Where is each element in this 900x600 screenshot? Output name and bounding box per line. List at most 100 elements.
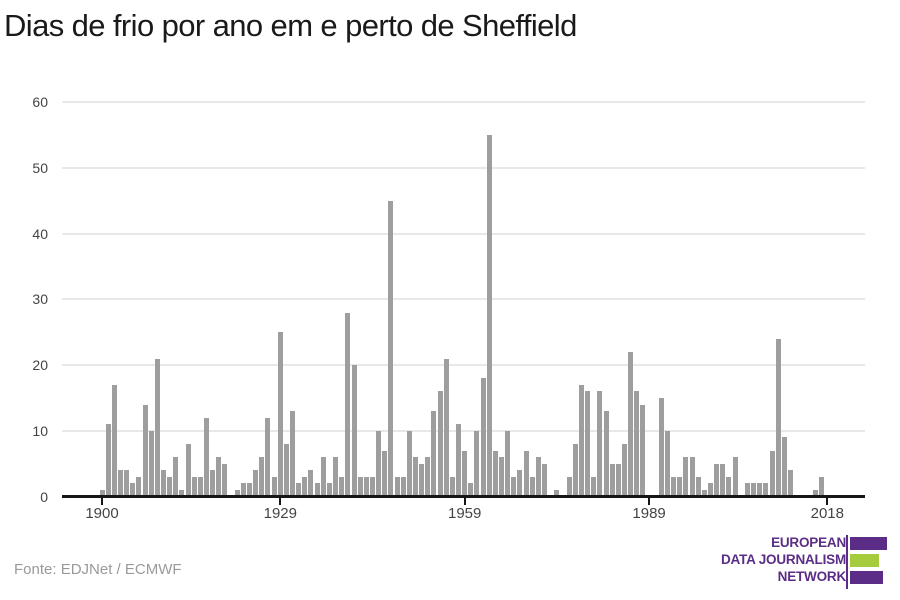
bar-1980[interactable]	[591, 476, 597, 495]
bar-1920[interactable]	[222, 463, 228, 495]
bar-1928[interactable]	[271, 476, 277, 495]
bar-1942[interactable]	[357, 476, 363, 495]
bar-1902[interactable]	[111, 384, 117, 495]
bar-1903[interactable]	[117, 470, 123, 495]
bar-1964[interactable]	[492, 450, 498, 495]
bar-1924[interactable]	[247, 483, 253, 495]
bar-1948[interactable]	[394, 476, 400, 495]
bar-1915[interactable]	[191, 476, 197, 495]
bar-1946[interactable]	[382, 450, 388, 495]
bar-1981[interactable]	[597, 391, 603, 495]
bar-1935[interactable]	[314, 483, 320, 495]
bar-1957[interactable]	[449, 476, 455, 495]
bar-1926[interactable]	[259, 457, 265, 495]
bar-2008[interactable]	[763, 483, 769, 495]
bar-1933[interactable]	[302, 476, 308, 495]
bar-1991[interactable]	[658, 397, 664, 495]
bar-1949[interactable]	[400, 476, 406, 495]
bar-1911[interactable]	[167, 476, 173, 495]
bar-1952[interactable]	[419, 463, 425, 495]
bar-1908[interactable]	[148, 430, 154, 495]
bar-2016[interactable]	[812, 489, 818, 495]
bar-1959[interactable]	[462, 450, 468, 495]
bar-1999[interactable]	[708, 483, 714, 495]
bar-2012[interactable]	[787, 470, 793, 495]
bar-1995[interactable]	[683, 457, 689, 495]
bar-1985[interactable]	[621, 443, 627, 495]
bar-1940[interactable]	[345, 312, 351, 495]
bar-1982[interactable]	[603, 411, 609, 495]
bar-1974[interactable]	[554, 489, 560, 495]
bar-1978[interactable]	[578, 384, 584, 495]
bar-2007[interactable]	[757, 483, 763, 495]
bar-1997[interactable]	[695, 476, 701, 495]
bar-1968[interactable]	[517, 470, 523, 495]
bar-1939[interactable]	[339, 476, 345, 495]
bar-1914[interactable]	[185, 443, 191, 495]
bar-2005[interactable]	[744, 483, 750, 495]
bar-1929[interactable]	[277, 332, 283, 495]
bar-2002[interactable]	[726, 476, 732, 495]
bar-1938[interactable]	[333, 457, 339, 495]
bar-1900[interactable]	[99, 489, 105, 495]
bar-1917[interactable]	[203, 417, 209, 495]
bar-1962[interactable]	[480, 378, 486, 495]
bar-1918[interactable]	[210, 470, 216, 495]
bar-1953[interactable]	[425, 457, 431, 495]
bar-1936[interactable]	[320, 457, 326, 495]
bar-1925[interactable]	[253, 470, 259, 495]
bar-1922[interactable]	[234, 489, 240, 495]
bar-1927[interactable]	[265, 417, 271, 495]
bar-1976[interactable]	[566, 476, 572, 495]
bar-1916[interactable]	[197, 476, 203, 495]
bar-1977[interactable]	[572, 443, 578, 495]
bar-1937[interactable]	[326, 483, 332, 495]
bar-2001[interactable]	[720, 463, 726, 495]
bar-2000[interactable]	[714, 463, 720, 495]
bar-1944[interactable]	[369, 476, 375, 495]
bar-2011[interactable]	[781, 437, 787, 495]
bar-1931[interactable]	[290, 411, 296, 495]
bar-1947[interactable]	[388, 200, 394, 495]
bar-2003[interactable]	[732, 457, 738, 495]
bar-1950[interactable]	[406, 430, 412, 495]
bar-1969[interactable]	[523, 450, 529, 495]
bar-1941[interactable]	[351, 365, 357, 495]
bar-2009[interactable]	[769, 450, 775, 495]
bar-1983[interactable]	[609, 463, 615, 495]
bar-1992[interactable]	[665, 430, 671, 495]
bar-1956[interactable]	[443, 358, 449, 495]
bar-2006[interactable]	[751, 483, 757, 495]
bar-1909[interactable]	[154, 358, 160, 495]
bar-1955[interactable]	[437, 391, 443, 495]
bar-1963[interactable]	[486, 135, 492, 495]
bar-1943[interactable]	[363, 476, 369, 495]
bar-1984[interactable]	[615, 463, 621, 495]
bar-1906[interactable]	[136, 476, 142, 495]
bar-1996[interactable]	[689, 457, 695, 495]
bar-1923[interactable]	[240, 483, 246, 495]
bar-1954[interactable]	[431, 411, 437, 495]
bar-1904[interactable]	[124, 470, 130, 495]
bar-1930[interactable]	[283, 443, 289, 495]
bar-1913[interactable]	[179, 489, 185, 495]
bar-2010[interactable]	[775, 338, 781, 495]
bar-1970[interactable]	[529, 476, 535, 495]
bar-1912[interactable]	[173, 457, 179, 495]
bar-2017[interactable]	[818, 476, 824, 495]
bar-1934[interactable]	[308, 470, 314, 495]
bar-1945[interactable]	[376, 430, 382, 495]
bar-1951[interactable]	[412, 457, 418, 495]
bar-1907[interactable]	[142, 404, 148, 495]
bar-1901[interactable]	[105, 424, 111, 495]
bar-1986[interactable]	[628, 351, 634, 495]
bar-1971[interactable]	[535, 457, 541, 495]
bar-1987[interactable]	[634, 391, 640, 495]
bar-1958[interactable]	[456, 424, 462, 495]
bar-1932[interactable]	[296, 483, 302, 495]
bar-1960[interactable]	[468, 483, 474, 495]
bar-1961[interactable]	[474, 430, 480, 495]
bar-1966[interactable]	[505, 430, 511, 495]
bar-1998[interactable]	[701, 489, 707, 495]
bar-1979[interactable]	[585, 391, 591, 495]
